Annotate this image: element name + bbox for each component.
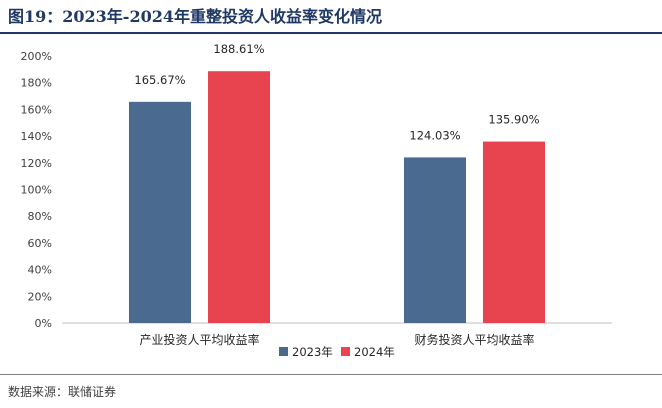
legend-swatch <box>279 347 288 356</box>
y-tick-label: 180% <box>21 77 52 90</box>
bar <box>208 71 270 323</box>
source-value: 联储证券 <box>68 385 117 399</box>
data-label: 165.67% <box>134 73 185 87</box>
bar-chart: 0% 20% 40% 60% 80% 100% 120% 140% 160% 180% 200% 16… <box>21 42 612 359</box>
bar <box>129 101 191 323</box>
title-rule <box>0 32 662 34</box>
x-category-label: 财务投资人平均收益率 <box>414 332 534 347</box>
y-tick-label: 200% <box>21 50 52 63</box>
legend-label: 2023年 <box>292 345 333 359</box>
source-label: 数据来源： <box>8 385 69 399</box>
y-tick-label: 120% <box>21 157 52 170</box>
legend-label: 2024年 <box>354 345 395 359</box>
bar <box>483 141 545 323</box>
y-tick-label: 60% <box>28 237 52 250</box>
data-label: 135.90% <box>488 113 539 127</box>
y-tick-label: 0% <box>35 317 52 330</box>
y-tick-label: 80% <box>28 210 52 223</box>
chart-area: 0% 20% 40% 60% 80% 100% 120% 140% 160% 180% 200% 16… <box>0 36 662 372</box>
x-category-label: 产业投资人平均收益率 <box>139 332 259 347</box>
figure-title: 图19：2023年-2024年重整投资人收益率变化情况 <box>8 7 382 26</box>
y-tick-label: 160% <box>21 103 52 116</box>
data-label: 188.61% <box>213 42 264 56</box>
data-label: 124.03% <box>409 128 460 142</box>
y-tick-label: 40% <box>28 264 52 277</box>
y-tick-label: 140% <box>21 130 52 143</box>
y-tick-label: 100% <box>21 184 52 197</box>
source-note: 数据来源：联储证券 <box>8 380 116 404</box>
y-tick-label: 20% <box>28 290 52 303</box>
bar <box>404 157 466 323</box>
source-rule <box>0 374 662 375</box>
legend-swatch <box>341 347 350 356</box>
